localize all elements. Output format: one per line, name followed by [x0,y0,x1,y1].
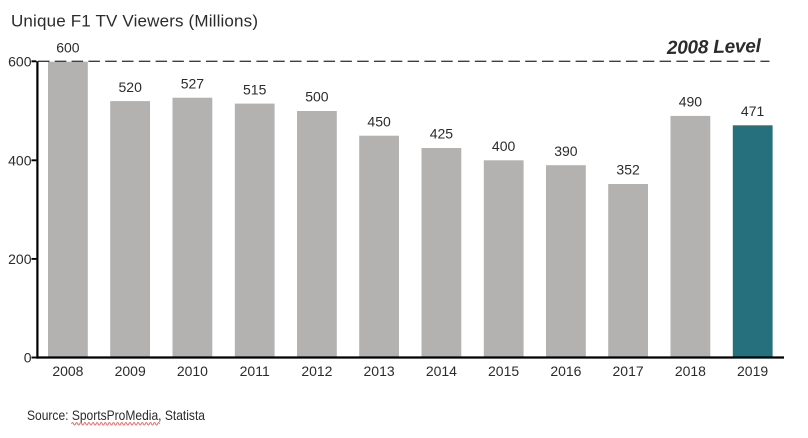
svg-text:527: 527 [181,75,205,91]
svg-text:2008: 2008 [52,363,83,379]
svg-text:515: 515 [243,81,267,97]
svg-text:520: 520 [119,79,143,95]
svg-text:425: 425 [430,126,454,142]
svg-text:600: 600 [8,53,32,69]
svg-text:2013: 2013 [364,363,395,379]
svg-text:500: 500 [305,89,329,105]
svg-text:2018: 2018 [675,363,706,379]
svg-text:2010: 2010 [177,363,208,379]
svg-text:400: 400 [8,152,32,168]
svg-text:Unique F1 TV Viewers (Millions: Unique F1 TV Viewers (Millions) [11,12,258,31]
svg-text:2017: 2017 [613,363,644,379]
svg-text:2016: 2016 [550,363,581,379]
svg-text:390: 390 [554,143,578,159]
svg-text:400: 400 [492,138,516,154]
svg-text:450: 450 [367,113,391,129]
svg-text:2009: 2009 [115,363,146,379]
svg-text:200: 200 [8,251,32,267]
svg-text:Source: SportsProMedia, Statis: Source: SportsProMedia, Statista [27,407,205,423]
svg-text:2014: 2014 [426,363,457,379]
svg-text:490: 490 [679,94,703,110]
svg-text:2008 Level: 2008 Level [666,36,762,59]
svg-text:2019: 2019 [737,363,768,379]
svg-text:600: 600 [56,39,80,55]
svg-text:352: 352 [616,162,640,178]
svg-text:2011: 2011 [240,363,270,379]
svg-text:2012: 2012 [301,363,332,379]
svg-text:0: 0 [24,350,32,366]
svg-text:2015: 2015 [488,363,519,379]
svg-text:471: 471 [741,103,765,119]
